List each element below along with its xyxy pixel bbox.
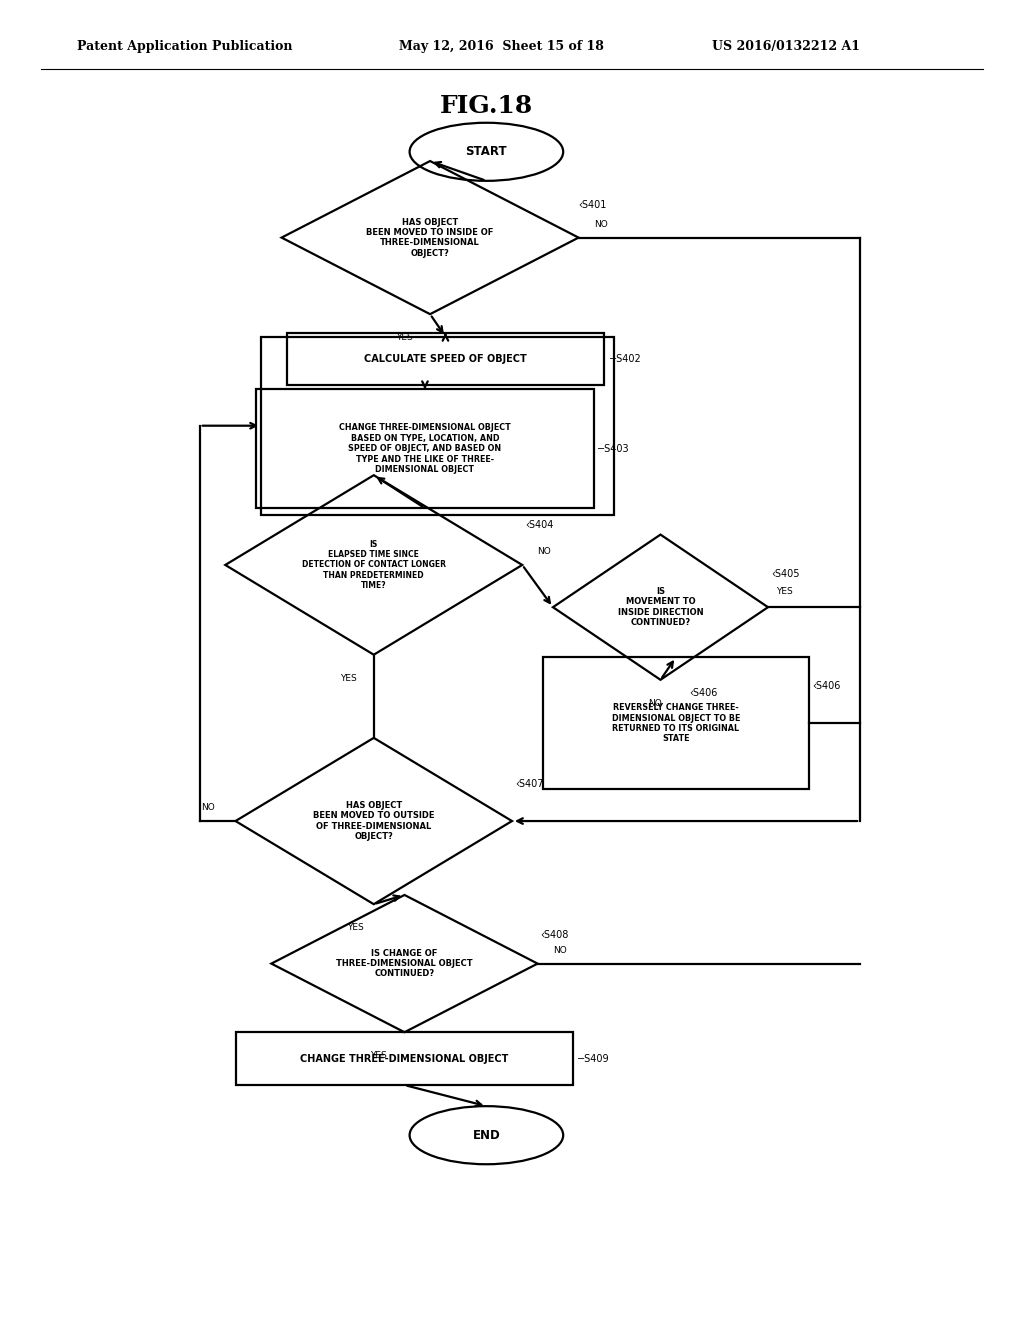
Text: IS CHANGE OF
THREE-DIMENSIONAL OBJECT
CONTINUED?: IS CHANGE OF THREE-DIMENSIONAL OBJECT CO…: [336, 949, 473, 978]
Text: ‹S405: ‹S405: [771, 569, 800, 579]
Text: HAS OBJECT
BEEN MOVED TO OUTSIDE
OF THREE-DIMENSIONAL
OBJECT?: HAS OBJECT BEEN MOVED TO OUTSIDE OF THRE…: [313, 801, 434, 841]
Text: NO: NO: [648, 700, 662, 708]
Text: YES: YES: [340, 675, 356, 682]
Text: Patent Application Publication: Patent Application Publication: [77, 40, 292, 53]
Text: START: START: [466, 145, 507, 158]
Text: ‹S408: ‹S408: [541, 929, 569, 940]
Text: IS
ELAPSED TIME SINCE
DETECTION OF CONTACT LONGER
THAN PREDETERMINED
TIME?: IS ELAPSED TIME SINCE DETECTION OF CONTA…: [302, 540, 445, 590]
Text: −S402: −S402: [609, 354, 642, 364]
Text: YES: YES: [371, 1052, 387, 1060]
Text: REVERSELY CHANGE THREE-
DIMENSIONAL OBJECT TO BE
RETURNED TO ITS ORIGINAL
STATE: REVERSELY CHANGE THREE- DIMENSIONAL OBJE…: [611, 704, 740, 743]
Text: ‹S406: ‹S406: [689, 688, 718, 698]
Text: YES: YES: [396, 334, 413, 342]
Text: NO: NO: [553, 946, 566, 954]
Text: CHANGE THREE-DIMENSIONAL OBJECT: CHANGE THREE-DIMENSIONAL OBJECT: [300, 1053, 509, 1064]
Text: HAS OBJECT
BEEN MOVED TO INSIDE OF
THREE-DIMENSIONAL
OBJECT?: HAS OBJECT BEEN MOVED TO INSIDE OF THREE…: [367, 218, 494, 257]
Text: END: END: [472, 1129, 501, 1142]
Text: NO: NO: [202, 804, 215, 812]
Text: May 12, 2016  Sheet 15 of 18: May 12, 2016 Sheet 15 of 18: [399, 40, 604, 53]
Text: CALCULATE SPEED OF OBJECT: CALCULATE SPEED OF OBJECT: [365, 354, 526, 364]
Text: ‹S407: ‹S407: [515, 779, 544, 789]
Text: −S409: −S409: [577, 1053, 609, 1064]
Text: ‹S406: ‹S406: [812, 681, 841, 692]
Text: ‹S401: ‹S401: [579, 199, 607, 210]
Text: CHANGE THREE-DIMENSIONAL OBJECT
BASED ON TYPE, LOCATION, AND
SPEED OF OBJECT, AN: CHANGE THREE-DIMENSIONAL OBJECT BASED ON…: [339, 424, 511, 474]
Text: −S403: −S403: [597, 444, 630, 454]
Text: YES: YES: [347, 924, 364, 932]
Text: FIG.18: FIG.18: [439, 94, 534, 117]
Text: IS
MOVEMENT TO
INSIDE DIRECTION
CONTINUED?: IS MOVEMENT TO INSIDE DIRECTION CONTINUE…: [617, 587, 703, 627]
Text: NO: NO: [538, 548, 551, 556]
Text: ‹S404: ‹S404: [525, 520, 554, 531]
Text: NO: NO: [594, 220, 607, 228]
Text: US 2016/0132212 A1: US 2016/0132212 A1: [712, 40, 860, 53]
Text: YES: YES: [776, 587, 793, 595]
